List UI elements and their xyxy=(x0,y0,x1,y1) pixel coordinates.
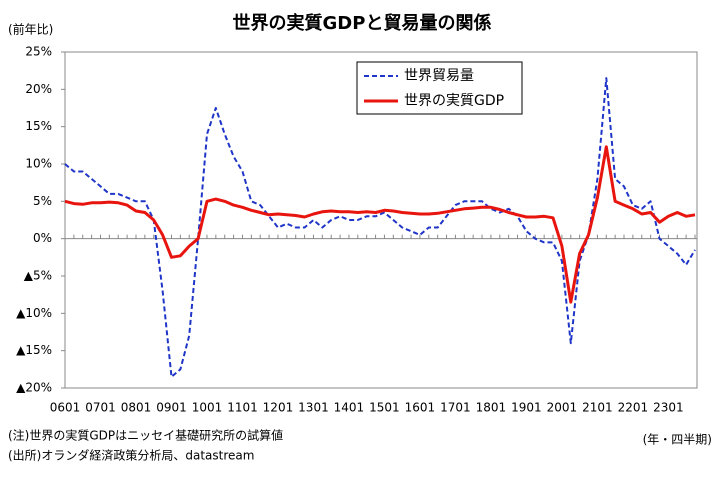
x-tick-label: 1101 xyxy=(227,401,258,415)
x-tick-label: 0701 xyxy=(85,401,116,415)
x-tick-label: 1901 xyxy=(511,401,542,415)
y-tick-label: 15% xyxy=(25,119,52,133)
x-tick-label: 1001 xyxy=(192,401,223,415)
x-tick-label: 1301 xyxy=(298,401,329,415)
note: (出所)オランダ経済政策分析局、datastream xyxy=(8,448,254,463)
x-tick-label: 2001 xyxy=(547,401,578,415)
plot-frame xyxy=(64,51,698,389)
x-tick-label: 1701 xyxy=(440,401,471,415)
chart-title: 世界の実質GDPと貿易量の関係 xyxy=(233,12,492,34)
x-tick-label: 2201 xyxy=(618,401,649,415)
x-axis-label: (年・四半期) xyxy=(643,433,712,447)
x-tick-label: 0601 xyxy=(50,401,81,415)
x-tick-label: 2101 xyxy=(582,401,613,415)
y-tick-label: ▲20% xyxy=(16,381,52,395)
legend-box xyxy=(356,61,523,115)
y-tick-label: 10% xyxy=(25,157,52,171)
y-tick-label: 25% xyxy=(25,45,52,59)
x-tick-label: 1401 xyxy=(334,401,365,415)
x-tick-label: 0801 xyxy=(121,401,152,415)
y-tick-label: 0% xyxy=(33,231,52,245)
x-tick-label: 1601 xyxy=(405,401,436,415)
series-line xyxy=(64,145,696,304)
note: (注)世界の実質GDPはニッセイ基礎研究所の試算値 xyxy=(8,428,283,443)
y-tick-label: 20% xyxy=(25,82,52,96)
x-tick-label: 2301 xyxy=(653,401,684,415)
x-tick-label: 1801 xyxy=(476,401,507,415)
y-tick-label: ▲15% xyxy=(16,343,52,357)
x-tick-label: 1501 xyxy=(369,401,400,415)
x-tick-label: 0901 xyxy=(156,401,187,415)
y-axis-label: (前年比) xyxy=(8,22,53,37)
y-tick-label: ▲5% xyxy=(24,269,52,283)
legend-label: 世界の実質GDP xyxy=(404,93,504,109)
y-tick-label: 5% xyxy=(33,194,52,208)
y-tick-label: ▲10% xyxy=(16,306,52,320)
x-tick-label: 1201 xyxy=(263,401,294,415)
legend-label: 世界貿易量 xyxy=(404,68,474,84)
